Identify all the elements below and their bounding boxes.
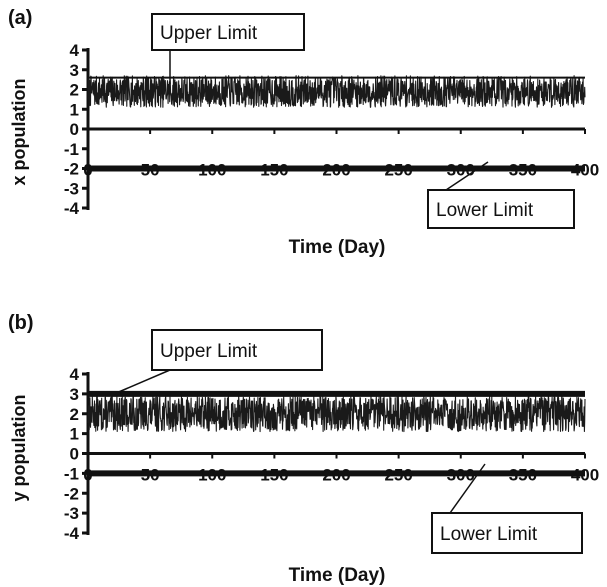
y-tick-label: -4: [64, 524, 80, 543]
lower-limit-callout-text: Lower Limit: [436, 200, 534, 221]
y-tick-label: -1: [64, 464, 79, 483]
series-fluctuation: [87, 395, 586, 433]
x-tick-label: 200: [322, 465, 350, 484]
lower-limit-callout-box: [431, 512, 583, 554]
upper-limit-callout-text: Upper Limit: [160, 341, 258, 362]
x-tick-label: 300: [447, 465, 475, 484]
y-tick-label: 3: [70, 61, 79, 80]
upper-limit-callout-box: [151, 329, 323, 371]
x-tick-label: 300: [447, 161, 475, 180]
x-tick-label: 150: [260, 161, 288, 180]
panel-b-y-axis-label: y population: [9, 395, 29, 502]
y-tick-label: 3: [70, 385, 79, 404]
panel-b-x-axis-label: Time (Day): [289, 565, 386, 586]
y-tick-label: 0: [70, 120, 79, 139]
y-tick-label: 1: [70, 425, 79, 444]
panel-a-letter: (a): [8, 7, 32, 29]
lower-limit-callout-leader: [445, 161, 489, 191]
lower-limit-callout-text: Lower Limit: [440, 524, 538, 545]
upper-limit-callout-text: Upper Limit: [160, 23, 258, 44]
x-tick-label: 250: [384, 161, 412, 180]
x-tick-label: 100: [198, 161, 226, 180]
y-tick-label: -2: [64, 160, 79, 179]
y-tick-label: 0: [70, 445, 79, 464]
x-tick-label: 250: [384, 465, 412, 484]
upper-limit-callout-leader: [113, 369, 171, 395]
x-tick-label: 350: [509, 465, 537, 484]
x-tick-label: 100: [198, 465, 226, 484]
x-tick-label: 150: [260, 465, 288, 484]
panel-b-letter: (b): [8, 312, 34, 334]
y-tick-label: -2: [64, 484, 79, 503]
x-tick-label: 50: [141, 465, 160, 484]
x-tick-label: 400: [571, 465, 599, 484]
y-tick-label: 4: [70, 365, 80, 384]
y-tick-label: 4: [70, 41, 80, 60]
y-tick-label: -3: [64, 179, 79, 198]
y-tick-label: -4: [64, 199, 80, 218]
y-tick-label: 2: [70, 81, 79, 100]
y-tick-label: -3: [64, 504, 79, 523]
x-tick-label: 400: [571, 161, 599, 180]
lower-limit-callout-leader: [449, 463, 486, 514]
series-fluctuation: [87, 75, 586, 108]
x-tick-label: 0: [83, 465, 92, 484]
panel-a-x-axis-label: Time (Day): [289, 237, 386, 258]
y-tick-label: -1: [64, 140, 79, 159]
lower-limit-callout-box: [427, 189, 575, 229]
y-tick-label: 1: [70, 100, 79, 119]
upper-limit-callout-box: [151, 13, 305, 51]
y-tick-label: 2: [70, 405, 79, 424]
x-tick-label: 50: [141, 161, 160, 180]
x-tick-label: 200: [322, 161, 350, 180]
x-tick-label: 0: [83, 161, 92, 180]
panel-a-y-axis-label: x population: [9, 79, 29, 186]
x-tick-label: 350: [509, 161, 537, 180]
